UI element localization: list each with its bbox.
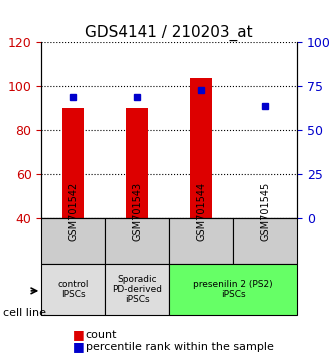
Text: presenilin 2 (PS2)
iPSCs: presenilin 2 (PS2) iPSCs — [193, 280, 273, 299]
Text: GSM701543: GSM701543 — [132, 182, 142, 241]
FancyBboxPatch shape — [41, 218, 105, 264]
FancyBboxPatch shape — [105, 264, 169, 315]
FancyBboxPatch shape — [169, 218, 233, 264]
Text: count: count — [86, 330, 117, 340]
Text: GSM701542: GSM701542 — [68, 181, 78, 241]
FancyBboxPatch shape — [169, 264, 297, 315]
Bar — [190, 78, 212, 218]
Text: ■: ■ — [73, 328, 84, 341]
FancyBboxPatch shape — [41, 264, 105, 315]
Text: percentile rank within the sample: percentile rank within the sample — [86, 342, 274, 353]
Text: ■: ■ — [73, 341, 84, 353]
Bar — [62, 108, 84, 218]
Text: GSM701545: GSM701545 — [260, 181, 270, 241]
Text: cell line: cell line — [3, 308, 46, 318]
FancyBboxPatch shape — [233, 218, 297, 264]
FancyBboxPatch shape — [105, 218, 169, 264]
Text: Sporadic
PD-derived
iPSCs: Sporadic PD-derived iPSCs — [112, 275, 162, 304]
Bar — [126, 108, 148, 218]
Title: GDS4141 / 210203_at: GDS4141 / 210203_at — [85, 25, 253, 41]
Text: GSM701544: GSM701544 — [196, 182, 206, 241]
Text: control
IPSCs: control IPSCs — [57, 280, 89, 299]
